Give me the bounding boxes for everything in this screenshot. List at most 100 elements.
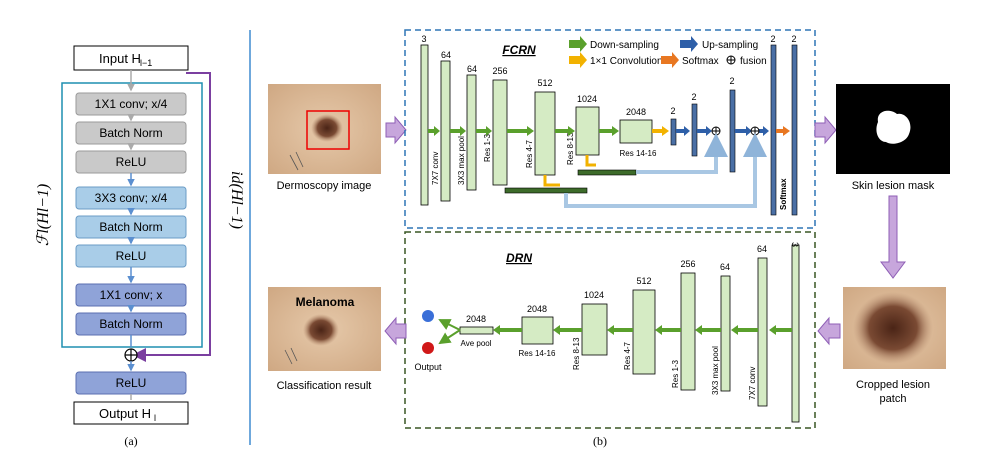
mask-label: Skin lesion mask [852, 180, 935, 192]
drn-layer-block [521, 316, 554, 345]
dermoscopy-label: Dermoscopy image [277, 180, 372, 192]
fcrn-layer-label: Softmax [779, 178, 788, 210]
layer-label: ReLU [116, 249, 147, 263]
legend-softmax: Softmax [682, 56, 719, 67]
output-node-benign [422, 310, 434, 322]
drn-channel: 64 [757, 244, 767, 254]
fcrn-channel: 1024 [577, 94, 597, 104]
fcrn-score-map [691, 103, 698, 157]
flow-arrow-down [880, 195, 906, 279]
layer-label: 1X1 conv; x [100, 288, 163, 302]
drn-channel: 512 [636, 276, 651, 286]
output-arrow [438, 319, 461, 331]
skip-conv-arrow [543, 175, 560, 187]
output-node-melanoma [422, 342, 434, 354]
fcrn-layer-label: Res 14-16 [620, 149, 657, 158]
fcrn-layer-block [466, 74, 477, 191]
panel-b: Dermoscopy image FCRN Down-sampling Up-s… [268, 29, 950, 448]
layer-label: Batch Norm [99, 317, 162, 331]
fcrn-channel: 512 [537, 78, 552, 88]
drn-title: DRN [506, 251, 532, 265]
melanoma-label: Melanoma [296, 295, 355, 309]
output-subscript: l [154, 413, 156, 423]
fcrn-layer-label: Res 8-13 [566, 132, 575, 165]
skip-score-map [577, 169, 637, 176]
drn-layer-block [757, 257, 768, 407]
fcrn-down-arrows [428, 126, 619, 136]
drn-layer-block [581, 303, 608, 356]
identity-function-label: id(Hl−1) [228, 171, 245, 229]
fcrn-layer-block [534, 91, 556, 176]
drn-layer-label: 7X7 conv [748, 367, 757, 400]
drn-layer-block [791, 244, 800, 423]
skip-score-map [504, 187, 588, 194]
output-arrow [438, 329, 461, 345]
softmax-arrow [776, 126, 790, 136]
fcrn-layer-block [420, 44, 429, 206]
flow-arrow [814, 115, 837, 145]
legend-fusion: fusion [740, 56, 767, 67]
drn-channel: 2048 [527, 304, 547, 314]
dermoscopy-image [268, 84, 381, 174]
softmax-icon [661, 52, 679, 68]
drn-layer-label: 3X3 max pool [711, 346, 720, 395]
drn-layer-label: Res 14-16 [519, 349, 556, 358]
fcrn-channel: 64 [467, 64, 477, 74]
classification-image [268, 287, 381, 371]
fcrn-channel: 2048 [626, 107, 646, 117]
fcrn-channel: 2 [670, 106, 675, 116]
fcrn-channel: 64 [441, 50, 451, 60]
drn-channel: 3 [790, 242, 800, 247]
drn-layer-block [632, 289, 656, 375]
final-relu-label: ReLU [116, 376, 147, 390]
fcrn-channel: 2 [729, 76, 734, 86]
identity-connection [132, 72, 211, 362]
fcrn-channel: 256 [492, 66, 507, 76]
layer-label: Batch Norm [99, 126, 162, 140]
drn-layer-label: Res 4-7 [623, 341, 632, 370]
drn-layer-block [680, 272, 696, 391]
skip-path [564, 133, 767, 208]
flow-arrow [385, 115, 407, 145]
fcrn-frame [404, 29, 816, 229]
fcrn-layer-block [440, 60, 451, 202]
panel-a: Input H l−1 1X1 conv; x/4 Batch Norm ReL… [35, 45, 245, 448]
drn-channel: 1024 [584, 290, 604, 300]
output-label: Output H [99, 406, 151, 421]
residual-block-frame [61, 82, 203, 348]
conv1x1-icon [569, 52, 587, 68]
up-sampling-icon [680, 36, 698, 52]
fcrn-layer-block [619, 119, 653, 144]
fcrn-title: FCRN [502, 43, 536, 57]
fcrn-channel: 2 [791, 34, 796, 44]
mask-shape [876, 110, 911, 144]
fcrn-score-map [791, 44, 798, 216]
drn-down-arrows [493, 325, 792, 335]
fcrn-layer-label: 7X7 conv [431, 152, 440, 185]
drn-layer-block [459, 326, 494, 335]
flow-arrow [817, 316, 841, 346]
layer-label: 3X3 conv; x/4 [95, 191, 168, 205]
legend-down: Down-sampling [590, 40, 659, 51]
fcrn-score-map [770, 44, 777, 216]
skip-path [636, 133, 728, 174]
fcrn-score-map [729, 89, 736, 173]
fcrn-channel: 3 [421, 34, 426, 44]
fcrn-score-map [670, 118, 677, 146]
residual-function-label: ℱl(Hl−1) [35, 184, 52, 246]
cropped-lesion-image [843, 287, 946, 369]
caption-b: (b) [593, 434, 607, 448]
classification-label: Classification result [277, 380, 372, 392]
drn-layer-label: Res 8-13 [572, 337, 581, 370]
drn-channel: 2048 [466, 314, 486, 324]
drn-layer-label: Ave pool [461, 339, 492, 348]
layer-label: ReLU [116, 155, 147, 169]
conv1x1-arrow [652, 126, 669, 136]
output-box [73, 401, 189, 425]
skip-conv-arrow [585, 155, 596, 167]
lesion-bounding-box [306, 110, 350, 150]
legend-up: Up-sampling [702, 40, 758, 51]
layer-label: 1X1 conv; x/4 [95, 97, 168, 111]
fcrn-layer-block [492, 79, 508, 186]
